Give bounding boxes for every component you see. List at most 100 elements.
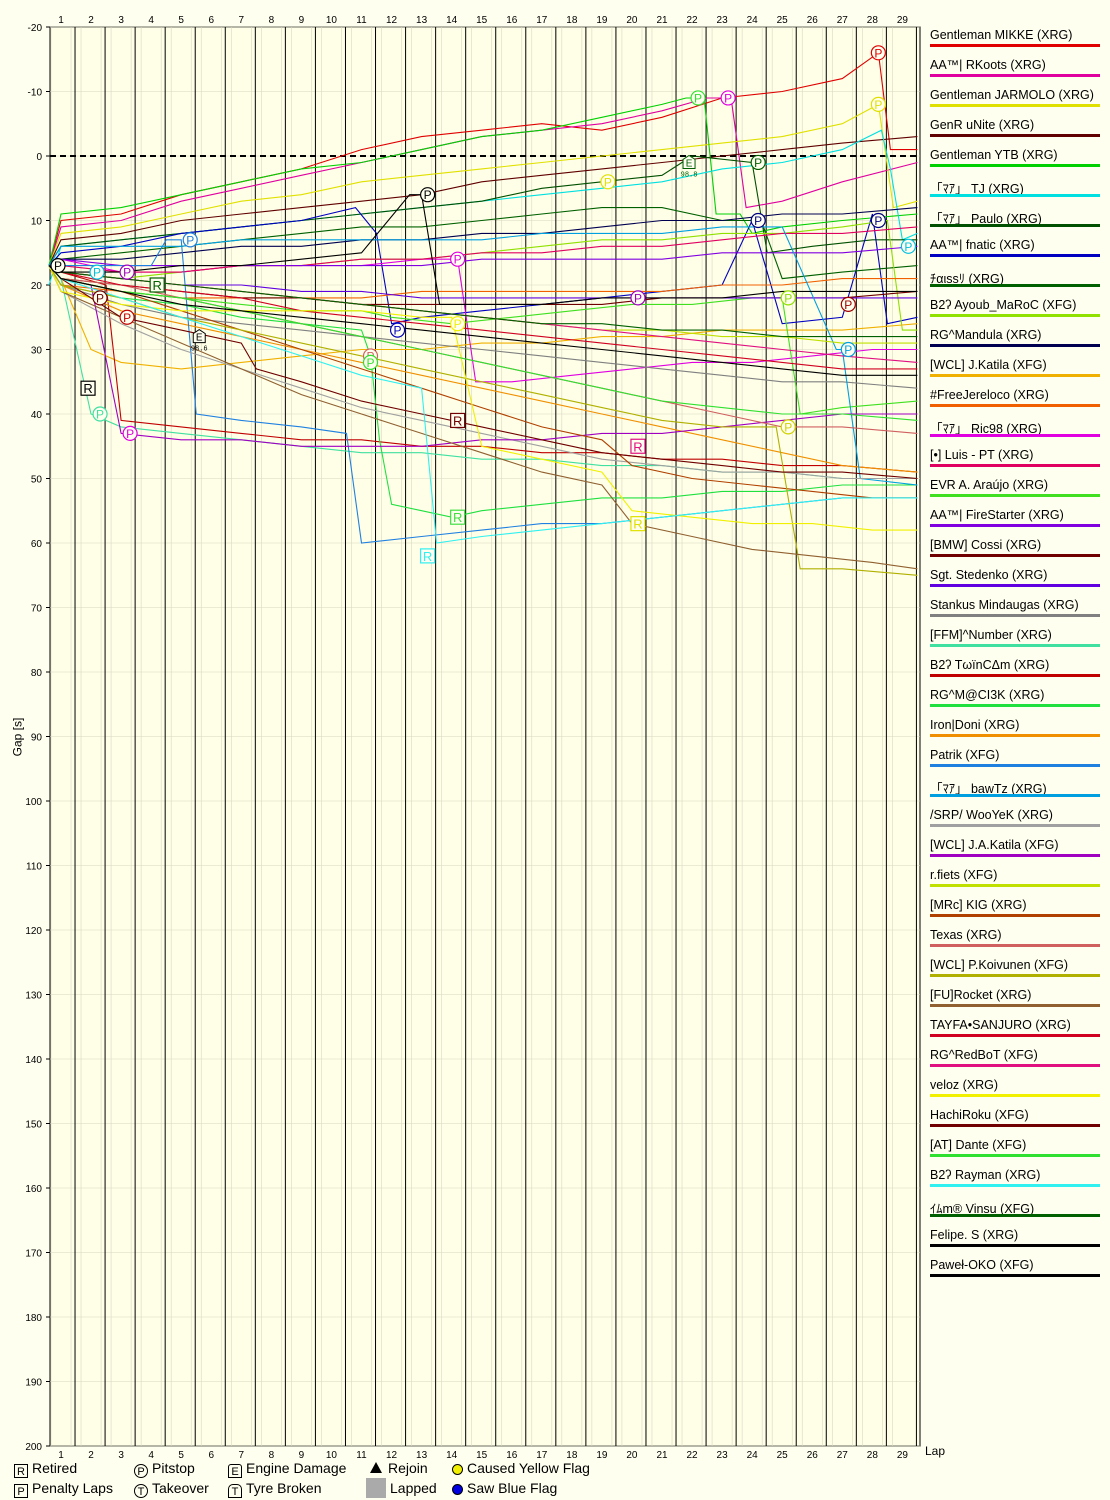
legend-entry-label: HachiRoku (XFG) xyxy=(930,1108,1029,1122)
pitstop-marker-label: P xyxy=(367,356,375,370)
legend-swatch xyxy=(930,404,1100,407)
x-tick-label-top: 12 xyxy=(386,15,398,26)
legend-swatch xyxy=(930,1064,1100,1067)
series-line-25 xyxy=(48,226,918,486)
x-tick-label-top: 19 xyxy=(596,15,608,26)
pitstop-marker-label: P xyxy=(186,233,194,247)
legend-entry: /SRP/ WooYeK (XRG) xyxy=(930,806,1102,836)
legend-swatch xyxy=(930,1124,1100,1127)
legend-swatch xyxy=(930,974,1100,977)
legend-entry: Gentleman MIKKE (XRG) xyxy=(930,26,1102,56)
legend-entry-label: [WCL] P.Koivunen (XFG) xyxy=(930,958,1069,972)
key-penalty: P Penalty Laps xyxy=(14,1480,113,1498)
legend-entry: Gentleman YTB (XRG) xyxy=(930,146,1102,176)
retired-marker-label: R xyxy=(453,510,462,525)
legend-entry-label: [FFM]^Number (XRG) xyxy=(930,628,1052,642)
key-retired-label: Retired xyxy=(32,1460,78,1476)
legend-entry-label: EVR A. Araújo (XRG) xyxy=(930,478,1049,492)
key-rejoin-label: Rejoin xyxy=(388,1460,428,1476)
y-axis-label: Gap [s] xyxy=(10,717,25,757)
pitstop-marker xyxy=(690,90,706,106)
y-tick-label: 110 xyxy=(26,862,42,873)
legend-swatch xyxy=(930,1034,1100,1037)
engine-damage-marker-label: E xyxy=(196,333,203,344)
legend-swatch xyxy=(930,104,1100,107)
y-tick-label: 20 xyxy=(31,281,43,292)
key-yellow-label: Caused Yellow Flag xyxy=(467,1460,590,1476)
event-markers: PPPPPPPPPPPPPPPPPPPPPPPPPPPPRRRRRRRE98.6… xyxy=(50,45,917,564)
pitstop-marker xyxy=(389,322,406,338)
legend-swatch xyxy=(930,314,1100,317)
pitstop-marker xyxy=(182,232,198,248)
x-tick-label-top: 11 xyxy=(356,15,367,26)
pitstop-marker-label: P xyxy=(754,156,762,170)
pitstop-marker xyxy=(420,187,436,203)
key-engine-label: Engine Damage xyxy=(246,1460,347,1476)
key-rejoin: Rejoin xyxy=(370,1460,428,1476)
pitstop-marker xyxy=(50,258,66,274)
legend-swatch xyxy=(930,524,1100,527)
x-tick-label-bottom: 6 xyxy=(208,1450,214,1458)
y-tick-label: 140 xyxy=(25,1055,42,1066)
series-line-36 xyxy=(48,265,918,480)
retired-marker-label: R xyxy=(83,381,92,396)
retired-marker xyxy=(149,277,165,293)
legend-entry: [AT] Dante (XFG) xyxy=(930,1136,1102,1166)
pitstop-marker-label: P xyxy=(874,46,882,60)
legend-entry-label: [BMW] Cossi (XRG) xyxy=(930,538,1042,552)
legend-entry-label: [MRc] KIG (XRG) xyxy=(930,898,1027,912)
x-tick-label-top: 1 xyxy=(58,15,64,26)
blue-flag-icon xyxy=(452,1484,463,1495)
x-axis-label: Lap xyxy=(925,1444,946,1458)
y-tick-label: 50 xyxy=(31,475,43,486)
pitstop-marker-label: P xyxy=(123,311,131,325)
yellow-flag-icon xyxy=(452,1464,463,1475)
series-line-19 xyxy=(48,265,918,389)
legend-swatch xyxy=(930,164,1100,167)
legend-entry-label: Gentleman JARMOLO (XRG) xyxy=(930,88,1094,102)
legend-swatch xyxy=(930,824,1100,827)
legend-entry: RG^M@CI3K (XRG) xyxy=(930,686,1102,716)
key-engine: E Engine Damage xyxy=(228,1460,346,1478)
series-line-23 xyxy=(48,265,918,473)
pitstop-marker xyxy=(122,425,138,441)
legend-swatch xyxy=(930,614,1100,617)
x-tick-label-bottom: 22 xyxy=(686,1450,698,1458)
pitstop-marker xyxy=(870,96,886,113)
legend-entry: [BMW] Cossi (XRG) xyxy=(930,536,1102,566)
legend-swatch xyxy=(930,1094,1100,1097)
series-line-41 xyxy=(48,265,918,376)
legend-entry: 「ﾏｱ」 TJ (XRG) xyxy=(930,176,1102,206)
retired-icon: R xyxy=(14,1464,28,1478)
legend-entry-label: Stankus Mindaugas (XRG) xyxy=(930,598,1079,612)
legend-entry: B2ʔ Rayman (XRG) xyxy=(930,1166,1102,1196)
x-tick-label-top: 14 xyxy=(446,15,458,26)
x-tick-label-bottom: 27 xyxy=(837,1450,849,1458)
legend-entry-label: AA™| RKoots (XRG) xyxy=(930,58,1046,72)
pitstop-marker-label: P xyxy=(784,291,792,305)
pitstop-marker xyxy=(362,354,379,370)
pitstop-marker xyxy=(750,154,766,171)
y-tick-label: 80 xyxy=(31,668,43,679)
legend-entry-label: [FU]Rocket (XRG) xyxy=(930,988,1032,1002)
legend-swatch xyxy=(930,554,1100,557)
legend-entry-label: Paweł-OKO (XFG) xyxy=(930,1258,1034,1272)
pitstop-marker xyxy=(780,290,796,306)
y-tick-label: 60 xyxy=(31,539,43,550)
legend-entry-label: RG^Mandula (XRG) xyxy=(930,328,1042,342)
pitstop-marker-label: P xyxy=(694,91,702,105)
x-tick-label-bottom: 8 xyxy=(269,1450,275,1458)
y-tick-label: 160 xyxy=(25,1184,42,1195)
x-tick-label-top: 6 xyxy=(208,15,214,26)
series-line-2 xyxy=(48,103,918,266)
y-tick-label: 200 xyxy=(25,1442,42,1453)
legend-entry: Gentleman JARMOLO (XRG) xyxy=(930,86,1102,116)
pitstop-marker-label: P xyxy=(454,317,462,331)
legend-entry: 「ﾏｱ」 bawTz (XRG) xyxy=(930,776,1102,806)
legend-entry-label: ﾁαιssﾘ (XRG) xyxy=(930,272,1004,286)
legend-entry-label: [WCL] J.A.Katila (XFG) xyxy=(930,838,1059,852)
legend-entry: [•] Luis - PT (XRG) xyxy=(930,446,1102,476)
legend-entry: [WCL] J.A.Katila (XFG) xyxy=(930,836,1102,866)
pitstop-marker xyxy=(870,212,886,229)
pitstop-marker xyxy=(630,290,646,306)
